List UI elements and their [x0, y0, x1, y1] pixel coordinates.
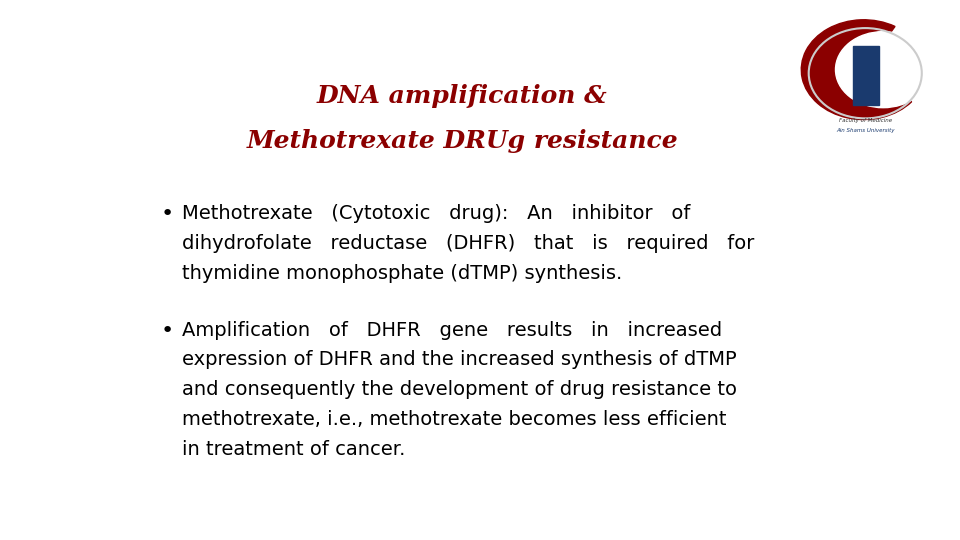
Polygon shape: [853, 46, 878, 105]
Text: Faculty of Medicine: Faculty of Medicine: [839, 118, 892, 123]
Text: expression of DHFR and the increased synthesis of dTMP: expression of DHFR and the increased syn…: [181, 350, 736, 369]
Text: Methotrexate   (Cytotoxic   drug):   An   inhibitor   of: Methotrexate (Cytotoxic drug): An inhibi…: [181, 204, 690, 223]
Text: •: •: [161, 204, 174, 224]
Text: DNA amplification &: DNA amplification &: [317, 84, 608, 107]
Text: Methotrexate DRUg resistance: Methotrexate DRUg resistance: [247, 129, 678, 153]
Wedge shape: [802, 20, 912, 119]
Text: in treatment of cancer.: in treatment of cancer.: [181, 440, 405, 459]
Text: dihydrofolate   reductase   (DHFR)   that   is   required   for: dihydrofolate reductase (DHFR) that is r…: [181, 234, 755, 253]
Text: •: •: [161, 321, 174, 341]
Text: and consequently the development of drug resistance to: and consequently the development of drug…: [181, 380, 736, 400]
Text: Amplification   of   DHFR   gene   results   in   increased: Amplification of DHFR gene results in in…: [181, 321, 722, 340]
Text: Ain Shams University: Ain Shams University: [836, 128, 895, 133]
Text: methotrexate, i.e., methotrexate becomes less efficient: methotrexate, i.e., methotrexate becomes…: [181, 410, 727, 429]
Text: thymidine monophosphate (dTMP) synthesis.: thymidine monophosphate (dTMP) synthesis…: [181, 264, 622, 283]
Circle shape: [835, 32, 931, 107]
